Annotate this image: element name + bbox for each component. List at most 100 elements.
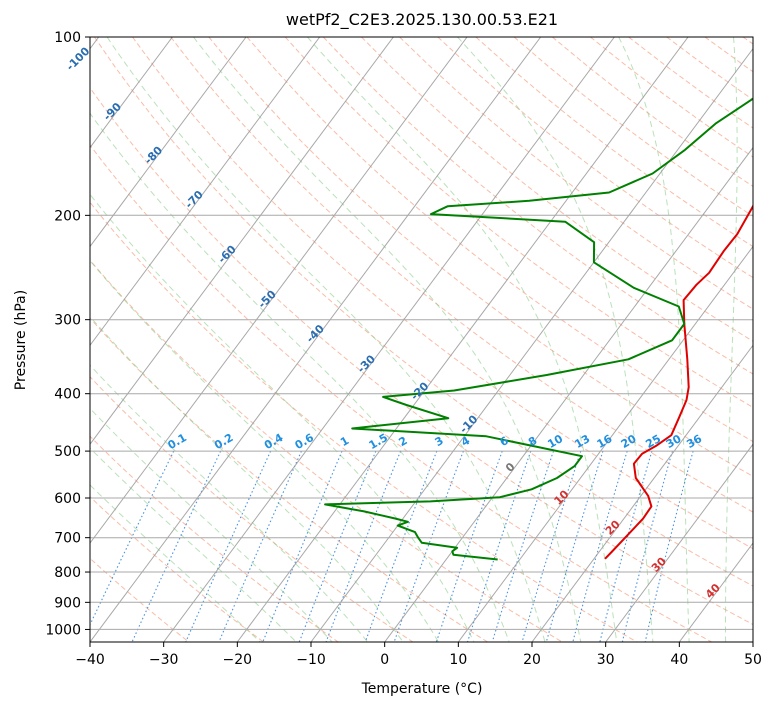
moist-adiabat	[193, 37, 582, 642]
isotherm	[310, 47, 753, 642]
mixing-ratio-line	[218, 450, 302, 642]
y-tick-label: 400	[54, 387, 81, 403]
isotherm	[90, 37, 173, 149]
dry-adiabat	[90, 435, 339, 642]
dry-adiabat	[90, 86, 753, 626]
dry-adiabat-label: -10	[457, 412, 480, 435]
x-tick-label: 20	[523, 652, 541, 668]
x-tick-label: 0	[380, 652, 389, 668]
x-tick-label: −30	[149, 652, 179, 668]
isotherm	[752, 641, 753, 642]
mixing-ratio-line	[185, 450, 272, 642]
background-lines	[90, 37, 753, 642]
mixing-ratio-label: 1	[338, 434, 351, 449]
dry-adiabat	[513, 37, 753, 217]
dry-adiabat	[90, 495, 264, 642]
mixing-ratio-label: 30	[664, 432, 684, 451]
mixing-ratio-line	[435, 450, 503, 642]
dry-adiabat	[666, 37, 753, 101]
mixing-ratio-line	[572, 450, 628, 642]
dewpoint-profile	[324, 97, 753, 561]
dry-adiabat	[551, 37, 753, 187]
mixing-ratio-line	[325, 450, 402, 642]
profiles	[324, 97, 753, 561]
dry-adiabat	[742, 37, 753, 45]
x-tick-label: −10	[296, 652, 326, 668]
chart-title: wetPf2_C2E3.2025.130.00.53.E21	[286, 10, 558, 30]
mixing-ratio-label: 0.6	[293, 431, 317, 452]
y-tick-label: 100	[54, 30, 81, 46]
mixing-ratio-label: 36	[684, 432, 704, 451]
x-tick-label: −20	[223, 652, 253, 668]
moist-adiabat	[618, 37, 690, 642]
mixing-ratio-line	[298, 450, 377, 642]
dry-adiabat	[90, 201, 638, 642]
isotherm	[384, 146, 753, 642]
mixing-ratio-line	[131, 450, 222, 642]
x-tick-label: 50	[744, 652, 762, 668]
dry-adiabat-label: -60	[216, 242, 239, 265]
x-tick-label: 10	[449, 652, 467, 668]
dry-adiabat	[90, 376, 414, 642]
isotherm	[90, 37, 247, 248]
moist-adiabat	[90, 484, 261, 642]
isotherm	[605, 443, 753, 642]
isotherm	[90, 37, 321, 347]
dry-adiabat	[90, 144, 712, 642]
mixing-ratio-label: 25	[643, 432, 663, 451]
mixing-ratio-label: 0.1	[165, 431, 188, 452]
moist-adiabat	[106, 37, 546, 642]
isotherm	[236, 37, 689, 642]
dry-adiabat-label: -100	[64, 44, 93, 73]
moist-adiabat	[457, 37, 654, 642]
isotherm	[90, 37, 468, 544]
y-tick-label: 200	[54, 208, 81, 224]
mixing-ratio-line	[466, 450, 532, 642]
moist-adiabat	[90, 112, 510, 642]
grid	[90, 37, 753, 630]
x-axis-label: Temperature (°C)	[361, 681, 483, 697]
y-axis-label: Pressure (hPa)	[13, 290, 29, 390]
y-tick-label: 800	[54, 565, 81, 581]
mixing-ratio-line	[393, 450, 464, 642]
mixing-ratio-line	[364, 450, 438, 642]
x-tick-label: 40	[670, 652, 688, 668]
x-tick-label: 30	[597, 652, 615, 668]
mixing-ratio-label: 3	[433, 434, 446, 449]
y-tick-label: 900	[54, 595, 81, 611]
moist-adiabat	[725, 37, 738, 642]
mixing-ratio-line	[621, 450, 673, 642]
moist-adiabat	[90, 407, 333, 642]
mixing-ratio-line	[599, 450, 653, 642]
dry-adiabat	[90, 317, 488, 642]
y-tick-label: 1000	[45, 622, 81, 638]
moist-adiabat	[90, 447, 297, 642]
dry-adiabat-label: -90	[101, 100, 124, 123]
dry-adiabat-label: -70	[183, 188, 206, 211]
isotherm	[457, 245, 753, 642]
y-tick-label: 300	[54, 313, 81, 329]
mixing-ratio-label: 1.5	[367, 431, 390, 452]
moist-adiabat	[90, 315, 404, 642]
mixing-ratio-line	[545, 450, 604, 642]
y-tick-label: 700	[54, 531, 81, 547]
x-tick-label: −40	[75, 652, 105, 668]
mixing-ratio-line	[491, 450, 555, 642]
moist-adiabat-label: 40	[703, 581, 723, 601]
isotherm	[163, 37, 615, 642]
dry-adiabat	[284, 37, 753, 408]
dry-adiabat-label: -30	[355, 352, 378, 375]
mixing-ratio-label: 20	[619, 432, 639, 451]
mixing-ratio-line	[90, 450, 175, 627]
dry-adiabat	[170, 37, 753, 513]
dry-adiabat	[90, 259, 563, 642]
temperature-profile	[604, 204, 753, 560]
dry-adiabat	[704, 37, 753, 73]
mixing-ratio-label: 16	[595, 432, 615, 451]
dry-adiabat-label: 0	[503, 460, 518, 475]
dry-adiabat	[361, 37, 753, 342]
mixing-ratio-label: 2	[396, 434, 409, 449]
dry-adiabat-label: -80	[142, 144, 165, 167]
y-tick-label: 500	[54, 444, 81, 460]
